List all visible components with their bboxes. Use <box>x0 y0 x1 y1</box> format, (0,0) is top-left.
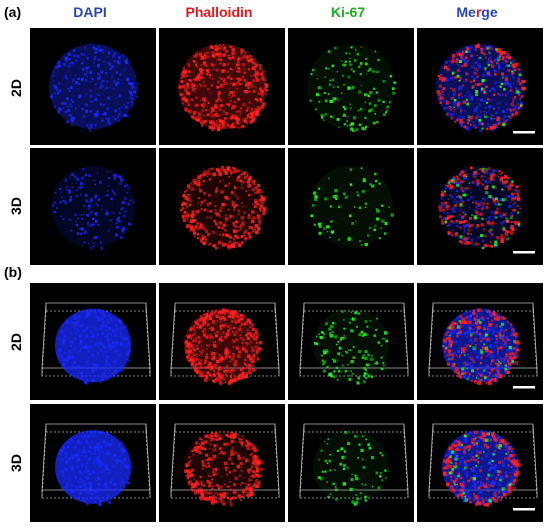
row-label-b-2d: 2D <box>8 333 24 351</box>
column-header-merge: Merge <box>417 4 537 20</box>
column-header-phalloidin: Phalloidin <box>185 4 253 20</box>
micrograph-b-2d-ki67 <box>288 283 414 400</box>
panel-label-b: (b) <box>4 264 22 280</box>
micrograph-a-3d-merge <box>417 148 543 265</box>
panel-label-a: (a) <box>4 4 22 20</box>
micrograph-b-3d-phalloidin <box>159 404 285 522</box>
micrograph-a-2d-phalloidin <box>159 28 285 145</box>
micrograph-b-3d-dapi <box>30 404 156 522</box>
micrograph-a-2d-dapi <box>30 28 156 145</box>
merge-part-3: ge <box>481 4 498 20</box>
micrograph-b-3d-ki67 <box>288 404 414 522</box>
micrograph-a-3d-ki67 <box>288 148 414 265</box>
merge-part-1: Me <box>456 4 476 20</box>
scale-bar <box>513 251 535 254</box>
micrograph-b-2d-merge <box>417 283 543 400</box>
micrograph-b-2d-dapi <box>30 283 156 400</box>
micrograph-a-2d-merge <box>417 28 543 145</box>
micrograph-b-3d-merge <box>417 404 543 522</box>
micrograph-a-2d-ki67 <box>288 28 414 145</box>
micrograph-a-3d-dapi <box>30 148 156 265</box>
micrograph-b-2d-phalloidin <box>159 283 285 400</box>
row-label-b-3d: 3D <box>8 454 24 472</box>
column-header-ki67: Ki-67 <box>330 4 366 20</box>
row-label-a-2d: 2D <box>8 79 24 97</box>
micrograph-a-3d-phalloidin <box>159 148 285 265</box>
row-label-a-3d: 3D <box>8 197 24 215</box>
merge-part-2: r <box>475 4 482 20</box>
column-header-dapi: DAPI <box>73 4 107 20</box>
scale-bar <box>513 131 535 134</box>
scale-bar <box>513 386 535 389</box>
scale-bar <box>513 508 535 511</box>
